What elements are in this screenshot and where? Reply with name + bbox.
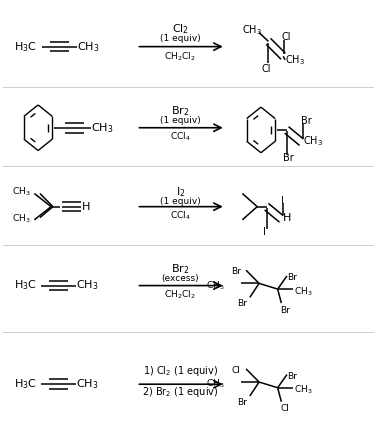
Text: Br: Br — [280, 305, 291, 315]
Text: 1) Cl$_2$ (1 equiv): 1) Cl$_2$ (1 equiv) — [143, 364, 218, 378]
Text: CH$_3$: CH$_3$ — [12, 213, 31, 225]
Text: H$_3$C: H$_3$C — [14, 279, 37, 293]
Text: Br: Br — [283, 154, 294, 163]
Text: CH$_3$: CH$_3$ — [206, 378, 225, 390]
Text: I$_2$: I$_2$ — [176, 185, 185, 199]
Text: CCl$_4$: CCl$_4$ — [170, 209, 191, 222]
Text: Cl$_2$: Cl$_2$ — [172, 22, 189, 36]
Text: Cl: Cl — [262, 63, 271, 74]
Text: CH$_2$Cl$_2$: CH$_2$Cl$_2$ — [164, 288, 196, 301]
Text: H: H — [81, 202, 90, 212]
Text: H$_3$C: H$_3$C — [14, 40, 37, 54]
Text: (1 equiv): (1 equiv) — [160, 34, 201, 43]
Text: Br: Br — [301, 116, 311, 126]
Text: CCl$_4$: CCl$_4$ — [170, 130, 191, 143]
Text: I: I — [280, 195, 284, 206]
Text: CH$_3$: CH$_3$ — [12, 186, 31, 198]
Text: Br$_2$: Br$_2$ — [171, 262, 190, 276]
Text: Br: Br — [237, 398, 247, 407]
Text: Br$_2$: Br$_2$ — [171, 104, 190, 118]
Text: (1 equiv): (1 equiv) — [160, 116, 201, 125]
Text: (1 equiv): (1 equiv) — [160, 197, 201, 206]
Text: CH$_3$: CH$_3$ — [294, 384, 312, 396]
Text: H$_3$C: H$_3$C — [14, 377, 37, 391]
Text: CH$_3$: CH$_3$ — [242, 24, 262, 37]
Text: Br: Br — [237, 300, 247, 309]
Text: CH$_3$: CH$_3$ — [303, 134, 323, 148]
Text: Br: Br — [231, 267, 241, 277]
Text: CH$_2$Cl$_2$: CH$_2$Cl$_2$ — [164, 50, 196, 63]
Text: CH$_3$: CH$_3$ — [91, 121, 114, 135]
Text: H: H — [283, 213, 291, 223]
Text: CH$_3$: CH$_3$ — [76, 279, 98, 293]
Text: (excess): (excess) — [161, 274, 199, 283]
Text: Cl: Cl — [281, 32, 291, 42]
Text: CH$_3$: CH$_3$ — [294, 285, 312, 297]
Text: CH$_3$: CH$_3$ — [77, 40, 100, 54]
Text: Br: Br — [287, 273, 297, 282]
Text: I: I — [263, 227, 266, 237]
Text: CH$_3$: CH$_3$ — [76, 377, 98, 391]
Text: Br: Br — [287, 372, 297, 381]
Text: Cl: Cl — [280, 404, 290, 413]
Text: CH$_3$: CH$_3$ — [206, 279, 225, 292]
Text: CH$_3$: CH$_3$ — [285, 53, 305, 67]
Text: 2) Br$_2$ (1 equiv): 2) Br$_2$ (1 equiv) — [142, 385, 219, 399]
Text: Cl: Cl — [231, 366, 240, 375]
